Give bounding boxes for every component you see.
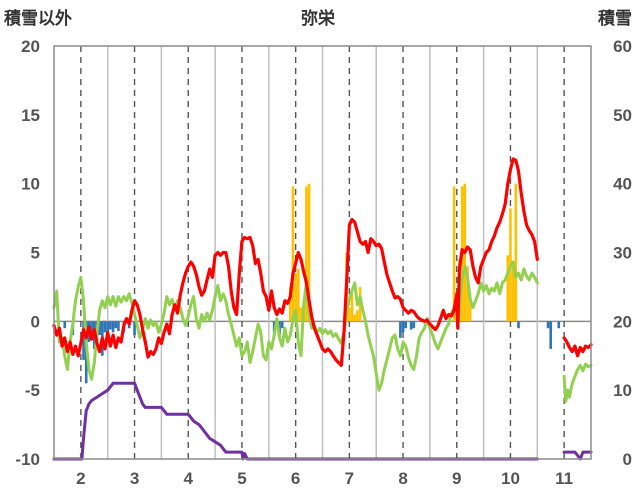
x-tick-label: 3 (130, 469, 139, 488)
bar-blue (412, 321, 416, 329)
bar-blue (549, 321, 553, 349)
bar-orange (514, 183, 518, 322)
right-tick-label: 60 (613, 37, 632, 56)
series-line (562, 450, 593, 461)
chart-title: 弥栄 (301, 8, 336, 29)
bar-blue (103, 321, 107, 333)
bar-orange (305, 186, 308, 322)
bar-orange (353, 314, 357, 322)
right-tick-label: 50 (613, 106, 632, 125)
right-tick-label: 10 (613, 381, 632, 400)
left-tick-label: 5 (31, 244, 40, 263)
left-tick-label: 15 (21, 106, 40, 125)
bar-layer (63, 183, 561, 384)
x-tick-label: 6 (291, 469, 300, 488)
series-line (52, 157, 539, 367)
bar-blue (404, 321, 408, 329)
x-tick-label: 2 (76, 469, 85, 488)
bar-blue (517, 321, 520, 329)
plot-border (53, 45, 592, 460)
series-line (562, 336, 593, 358)
bar-blue (117, 321, 120, 331)
plot-frame (53, 45, 592, 460)
bar-orange (291, 186, 295, 322)
bar-blue (399, 321, 402, 338)
bar-blue (106, 321, 109, 336)
right-tick-label: 30 (613, 244, 632, 263)
bar-blue (63, 321, 67, 329)
x-tick-label: 7 (345, 469, 354, 488)
right-tick-label: 0 (623, 450, 632, 469)
line-layer (52, 157, 593, 461)
x-tick-label: 4 (184, 469, 194, 488)
left-tick-label: -10 (15, 450, 40, 469)
bar-orange (294, 273, 297, 322)
bar-orange (348, 307, 351, 322)
bar-blue (82, 321, 85, 360)
bar-blue (280, 321, 284, 329)
bar-blue (98, 321, 101, 336)
bar-blue (546, 321, 550, 329)
bar-blue (133, 321, 136, 336)
series-line (52, 381, 539, 461)
bar-blue (114, 321, 118, 329)
x-tick-label: 11 (555, 469, 573, 488)
left-tick-label: 10 (21, 175, 40, 194)
left-axis-label: 積雪以外 (4, 8, 72, 29)
right-tick-label: 20 (613, 312, 632, 331)
bar-orange (297, 269, 300, 322)
bar-blue (557, 321, 561, 329)
bar-orange (356, 310, 359, 322)
series-line (562, 362, 593, 403)
x-tick-label: 5 (237, 469, 246, 488)
x-tick-label: 9 (452, 469, 461, 488)
right-tick-label: 40 (613, 175, 632, 194)
x-tick-label: 8 (398, 469, 407, 488)
bar-orange (299, 307, 303, 322)
bar-orange (506, 255, 510, 322)
right-axis-label: 積雪 (598, 8, 632, 29)
bar-orange (466, 266, 469, 322)
bar-orange (452, 186, 456, 322)
bar-orange (288, 286, 292, 322)
left-tick-label: 0 (31, 312, 40, 331)
bar-orange (511, 266, 515, 322)
x-tick-label: 10 (501, 469, 520, 488)
bar-blue (109, 321, 112, 330)
left-tick-label: 20 (21, 37, 40, 56)
left-tick-label: -5 (25, 381, 40, 400)
bar-orange (350, 293, 354, 322)
bar-blue (401, 321, 405, 333)
bar-blue (111, 321, 115, 333)
bar-blue (409, 321, 413, 330)
bar-blue (90, 321, 93, 336)
bar-orange (468, 293, 472, 322)
bar-orange (307, 183, 311, 322)
